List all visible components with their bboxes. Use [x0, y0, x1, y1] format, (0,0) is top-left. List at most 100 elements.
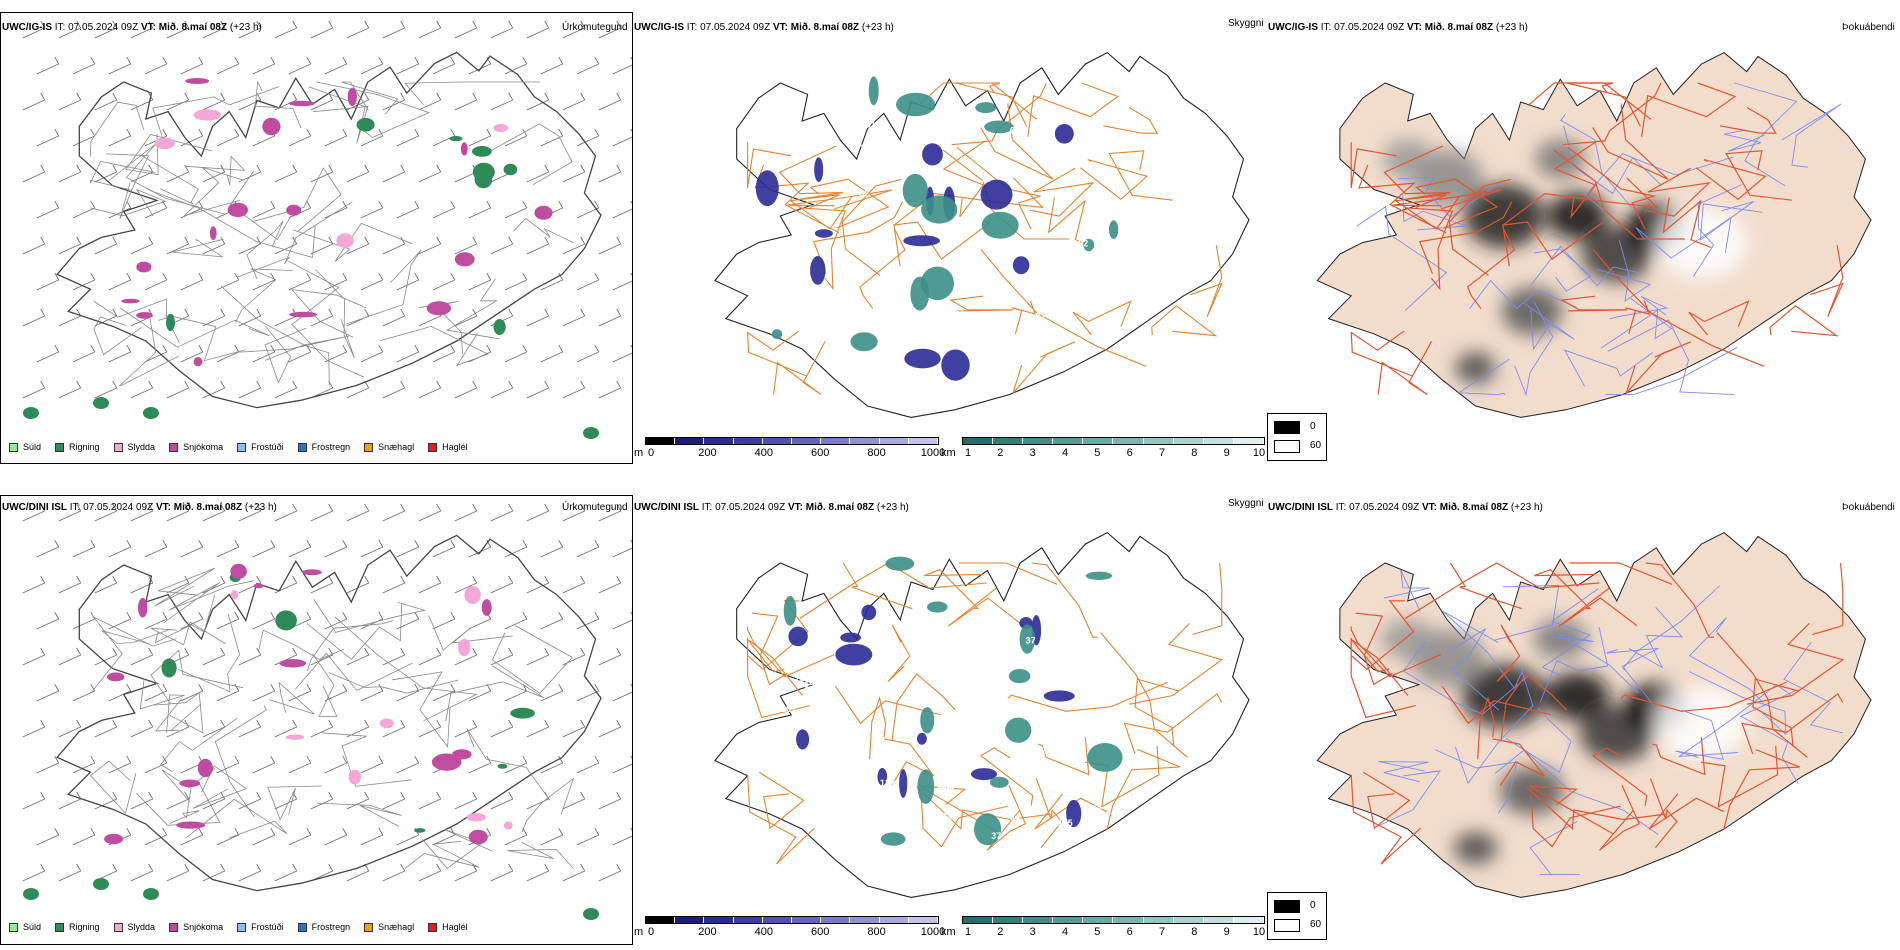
fog-shade: [1654, 686, 1749, 759]
wind-barb: [432, 344, 456, 363]
precip-patch: [481, 599, 492, 616]
map-line: [185, 798, 288, 839]
map-line: [1529, 245, 1640, 287]
map-line: [1151, 305, 1218, 337]
wind-barb: [382, 380, 406, 399]
cloud-base-colorbar-bottom: [645, 916, 939, 924]
wind-barb: [144, 755, 168, 774]
colorbar-step: [1173, 438, 1204, 444]
map-line: [1723, 129, 1765, 152]
map-line: [1523, 302, 1575, 351]
fog-shade: [1502, 287, 1562, 335]
fog-title-top: UWC/IG-IS IT: 07.05.2024 09Z VT: Mið. 8.…: [1268, 22, 1528, 33]
precip-patch: [197, 758, 213, 778]
colorbar-step: [879, 438, 909, 444]
wind-barb: [274, 92, 298, 111]
map-line: [1649, 778, 1678, 848]
visibility-cell: [783, 595, 797, 626]
wind-barb: [418, 236, 442, 255]
precip-patch: [143, 407, 159, 419]
map-line: [1527, 82, 1613, 106]
wind-barb: [576, 56, 600, 75]
colorbar-step: [993, 917, 1024, 923]
map-line: [1007, 681, 1168, 712]
legend-swatch: [297, 442, 307, 452]
wind-barb: [454, 92, 478, 111]
map-line: [316, 81, 431, 138]
map-line: [1415, 178, 1499, 229]
map-line: [1530, 793, 1622, 848]
map-line: [491, 625, 573, 694]
wind-barb: [526, 863, 550, 882]
map-line: [1378, 761, 1429, 783]
legend-label: Frostregn: [311, 922, 351, 932]
wind-barb: [382, 20, 406, 39]
map-line: [306, 603, 403, 660]
wind-barb: [490, 719, 514, 738]
map-line: [313, 599, 427, 633]
map-line: [136, 783, 221, 826]
legend-label: Súld: [23, 922, 42, 932]
colorbar-tick: 10: [1252, 447, 1266, 459]
colorbar-tick: 0: [647, 926, 655, 938]
visibility-cell: [941, 349, 970, 381]
map-line: [521, 777, 575, 833]
visibility-cell: [1019, 624, 1035, 654]
visibility-map: 64 103 19 60 135 133 155 118 201 73 92 78 143 75 108 92…: [714, 531, 1250, 898]
wind-barb: [216, 56, 240, 75]
map-line: [295, 652, 413, 691]
map-line: [1514, 301, 1554, 397]
wind-barb: [382, 575, 406, 594]
precip-patch: [230, 590, 239, 600]
map-line: [341, 81, 399, 115]
map-line: [312, 653, 338, 717]
map-line: [1383, 145, 1451, 200]
map-line: [1418, 201, 1513, 274]
map-line: [1404, 207, 1454, 291]
map-line: [746, 330, 807, 377]
wind-barb: [22, 791, 46, 810]
cloud-base-value: 155: [833, 722, 848, 732]
wind-barb: [526, 719, 550, 738]
fog-shade: [1453, 832, 1498, 864]
legend-item: Súld: [9, 922, 41, 932]
legend-label: Frostregn: [311, 442, 351, 452]
wind-barb: [36, 344, 60, 363]
legend-item: Rigning: [55, 442, 100, 452]
cloud-base-value: 327: [942, 811, 957, 821]
wind-barb: [58, 863, 82, 882]
map-line: [163, 580, 255, 624]
wind-barb: [346, 647, 370, 666]
fog-shade: [1547, 192, 1608, 240]
fog-shade: [1656, 206, 1747, 279]
visibility-cell: [981, 211, 1019, 239]
map-line: [292, 222, 413, 262]
visibility-ticks-bottom: 1 2 3 4 5 6 7 8 9 10: [962, 926, 1265, 940]
map-line: [404, 81, 540, 106]
map-line: [1716, 632, 1808, 758]
map-line: [1190, 245, 1223, 317]
precip-patch: [348, 769, 361, 785]
legend-label: Snjókoma: [183, 922, 224, 932]
wind-barb: [454, 575, 478, 594]
map-line: [1079, 159, 1149, 201]
cloud-base-value: 60: [1010, 126, 1020, 136]
legend-item: Snjókoma: [169, 922, 223, 932]
wind-barb: [238, 503, 262, 522]
map-line: [1609, 295, 1669, 320]
visibility-cell: [917, 769, 935, 804]
wind-barb: [130, 647, 154, 666]
wind-barb: [598, 236, 622, 255]
map-line: [918, 82, 1001, 106]
map-line: [789, 194, 852, 230]
map-line: [924, 569, 983, 610]
wind-barb: [144, 683, 168, 702]
wind-barb: [562, 380, 586, 399]
colorbar-step: [850, 438, 880, 444]
wind-barb: [108, 272, 132, 291]
legend-item: Frostregn: [297, 442, 351, 452]
wind-barb: [252, 272, 276, 291]
fog-legend-value-0: 0: [1310, 900, 1316, 911]
map-line: [254, 80, 302, 129]
visibility-map: 86 91 72 79 108 35 60 37 62 77 96 88 120 153 122 233 181…: [714, 51, 1250, 418]
